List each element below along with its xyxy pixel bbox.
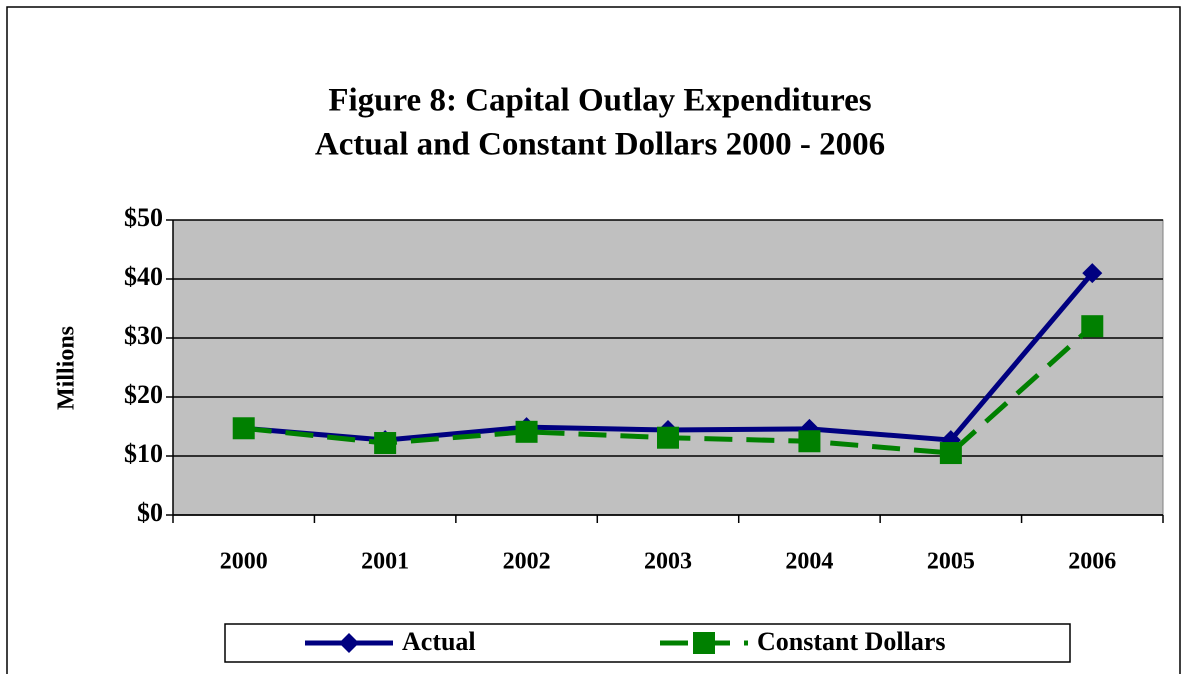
x-tick-label: 2004 xyxy=(785,549,833,575)
y-axis-label: Millions xyxy=(54,326,80,410)
point-marker xyxy=(374,432,397,455)
y-tick-label: $10 xyxy=(124,439,163,468)
point-marker xyxy=(939,442,962,465)
legend-swatch-marker xyxy=(693,632,715,654)
y-tick-label: $0 xyxy=(137,498,163,527)
x-tick-label: 2006 xyxy=(1068,549,1116,575)
legend-label: Constant Dollars xyxy=(757,627,946,656)
x-tick-label: 2000 xyxy=(220,549,268,575)
x-tick-label: 2002 xyxy=(503,549,551,575)
chart-subtitle: Actual and Constant Dollars 2000 - 2006 xyxy=(315,127,885,163)
point-marker xyxy=(657,426,679,449)
point-marker xyxy=(1081,315,1104,338)
point-marker xyxy=(798,430,821,453)
y-tick-label: $20 xyxy=(124,380,163,409)
x-tick-label: 2001 xyxy=(361,549,409,575)
chart-frame xyxy=(6,6,1181,674)
y-tick-label: $50 xyxy=(124,203,163,232)
legend-label: Actual xyxy=(402,627,476,656)
y-tick-label: $30 xyxy=(124,321,163,350)
x-tick-label: 2003 xyxy=(644,549,692,575)
point-marker xyxy=(515,420,538,443)
chart-title: Figure 8: Capital Outlay Expenditures xyxy=(328,83,871,119)
point-marker xyxy=(1082,263,1103,284)
legend-swatch-marker xyxy=(339,633,359,653)
point-marker xyxy=(232,417,255,440)
x-tick-label: 2005 xyxy=(927,549,975,575)
y-tick-label: $40 xyxy=(124,262,163,291)
